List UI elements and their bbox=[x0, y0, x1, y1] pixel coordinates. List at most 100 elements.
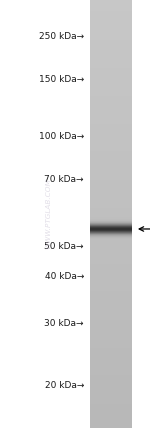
Bar bbox=[90, 24, 132, 26]
Bar bbox=[90, 419, 132, 421]
Bar bbox=[90, 305, 132, 307]
Bar bbox=[90, 51, 132, 53]
Bar bbox=[90, 360, 132, 361]
Bar bbox=[90, 354, 132, 356]
Bar bbox=[90, 210, 132, 211]
Bar bbox=[90, 65, 132, 68]
Bar bbox=[90, 294, 132, 296]
Bar bbox=[90, 119, 132, 120]
Bar bbox=[90, 365, 132, 367]
Bar bbox=[90, 94, 132, 96]
Bar bbox=[90, 322, 132, 324]
Bar bbox=[90, 214, 132, 216]
Bar bbox=[90, 37, 132, 39]
Bar bbox=[90, 197, 132, 199]
Bar bbox=[90, 208, 132, 210]
Bar bbox=[90, 301, 132, 303]
Bar bbox=[90, 368, 132, 370]
Bar bbox=[90, 144, 132, 146]
Bar bbox=[90, 127, 132, 129]
Bar bbox=[90, 14, 132, 16]
Bar bbox=[90, 371, 132, 373]
Bar bbox=[90, 297, 132, 299]
Bar bbox=[90, 60, 132, 62]
Bar bbox=[90, 421, 132, 423]
Bar bbox=[90, 125, 132, 128]
Bar bbox=[90, 281, 132, 283]
Bar bbox=[90, 320, 132, 321]
Bar bbox=[90, 344, 132, 346]
Bar bbox=[90, 200, 132, 202]
Bar bbox=[90, 369, 132, 372]
Bar bbox=[90, 39, 132, 40]
Bar bbox=[90, 6, 132, 8]
Bar bbox=[90, 74, 132, 76]
Bar bbox=[90, 342, 132, 344]
Text: WWW.PTGLAB.COM: WWW.PTGLAB.COM bbox=[45, 178, 51, 250]
Text: 70 kDa→: 70 kDa→ bbox=[45, 175, 84, 184]
Bar bbox=[90, 411, 132, 413]
Bar bbox=[90, 23, 132, 25]
Bar bbox=[90, 103, 132, 104]
Bar bbox=[90, 98, 132, 100]
Text: 40 kDa→: 40 kDa→ bbox=[45, 271, 84, 281]
Bar bbox=[90, 193, 132, 194]
Bar bbox=[90, 110, 132, 112]
Bar bbox=[90, 147, 132, 149]
Bar bbox=[90, 133, 132, 134]
Bar bbox=[90, 61, 132, 63]
Bar bbox=[90, 164, 132, 166]
Bar bbox=[90, 134, 132, 136]
Bar bbox=[90, 116, 132, 117]
Bar bbox=[90, 282, 132, 284]
Bar bbox=[90, 412, 132, 414]
Bar bbox=[90, 231, 132, 233]
Bar bbox=[90, 175, 132, 177]
Bar bbox=[90, 284, 132, 286]
Bar bbox=[90, 424, 132, 425]
Bar bbox=[90, 331, 132, 333]
Bar bbox=[90, 128, 132, 130]
Bar bbox=[90, 31, 132, 33]
Bar bbox=[90, 104, 132, 106]
Bar bbox=[90, 157, 132, 159]
Bar bbox=[90, 137, 132, 139]
Bar bbox=[90, 250, 132, 252]
Bar bbox=[90, 361, 132, 363]
Bar bbox=[90, 48, 132, 51]
Bar bbox=[90, 77, 132, 79]
Bar bbox=[90, 309, 132, 312]
Bar bbox=[90, 330, 132, 331]
Bar bbox=[90, 114, 132, 116]
Bar bbox=[90, 384, 132, 386]
Bar bbox=[90, 161, 132, 163]
Bar bbox=[90, 187, 132, 189]
Bar bbox=[90, 240, 132, 241]
Bar bbox=[90, 335, 132, 337]
Bar bbox=[90, 30, 132, 32]
Bar bbox=[90, 146, 132, 147]
Bar bbox=[90, 140, 132, 142]
Bar bbox=[90, 170, 132, 172]
Bar bbox=[90, 275, 132, 277]
Bar bbox=[90, 123, 132, 125]
Bar bbox=[90, 271, 132, 273]
Bar bbox=[90, 16, 132, 18]
Bar bbox=[90, 138, 132, 140]
Bar bbox=[90, 357, 132, 359]
Bar bbox=[90, 265, 132, 267]
Bar bbox=[90, 414, 132, 416]
Bar bbox=[90, 251, 132, 253]
Bar bbox=[90, 334, 132, 336]
Bar bbox=[90, 90, 132, 92]
Bar bbox=[90, 262, 132, 265]
Bar bbox=[90, 87, 132, 89]
Bar bbox=[90, 185, 132, 187]
Text: 250 kDa→: 250 kDa→ bbox=[39, 32, 84, 41]
Bar bbox=[90, 380, 132, 381]
Bar bbox=[90, 230, 132, 232]
Bar bbox=[90, 202, 132, 205]
Bar bbox=[90, 86, 132, 87]
Bar bbox=[90, 168, 132, 170]
Bar bbox=[90, 422, 132, 424]
